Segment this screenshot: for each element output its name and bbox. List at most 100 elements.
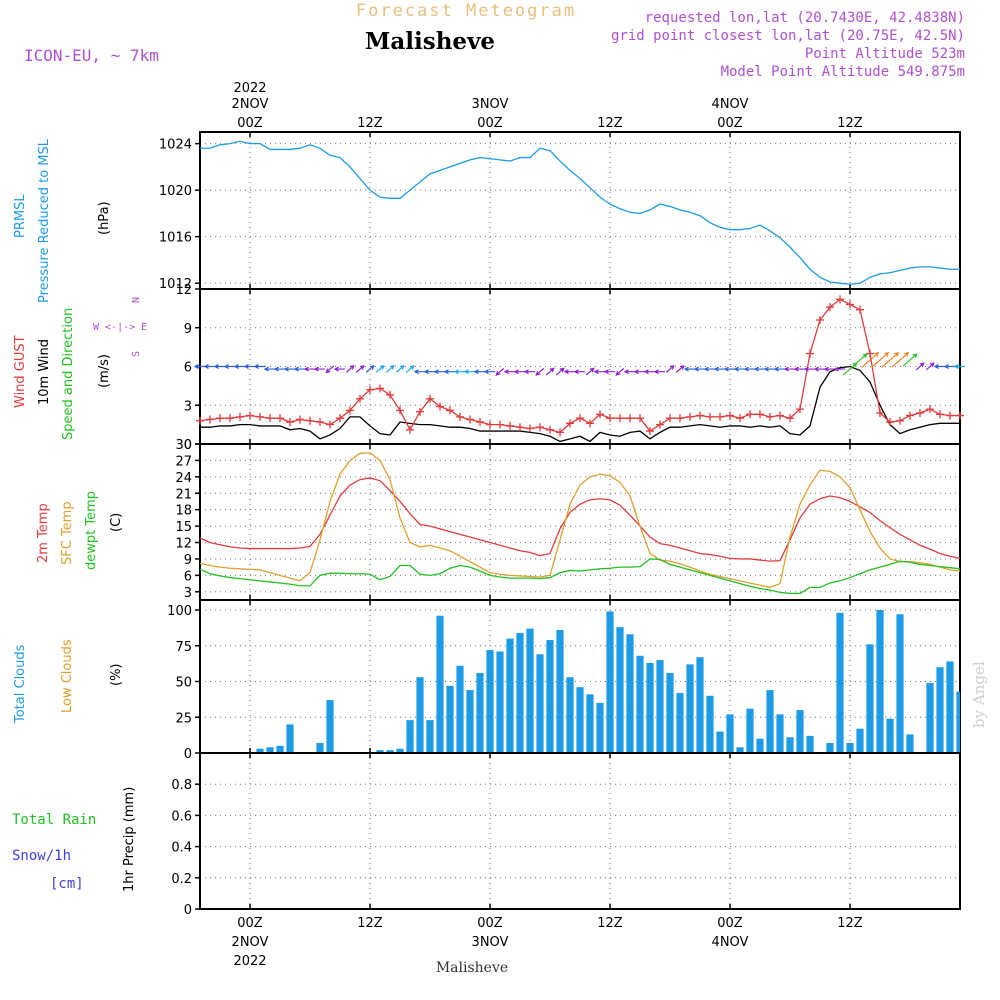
gust-marker	[216, 414, 224, 423]
cloud-bar	[616, 627, 624, 753]
product-title: Forecast Meteogram	[356, 1, 576, 21]
precip-panel: 0 0.2 0.4 0.6 0.8	[171, 752, 961, 918]
y-tick-label: 3	[184, 399, 192, 414]
point-altitude: Point Altitude 523m	[805, 46, 965, 62]
cloud-bar	[766, 690, 774, 753]
wind-arrow	[871, 351, 890, 368]
sfc-temp-line	[199, 452, 961, 589]
gust-marker	[426, 394, 434, 403]
cloud-bar	[856, 728, 864, 753]
y-tick-label: 9	[184, 322, 192, 337]
wind-arrow	[733, 366, 745, 372]
gust-marker	[936, 410, 944, 419]
gust-marker	[226, 414, 234, 423]
cloud-bar	[906, 734, 914, 753]
gust-marker	[656, 420, 664, 429]
cloud-bar	[426, 720, 434, 753]
bottom-time-label: 00Z	[477, 916, 503, 931]
y-tick-label: 9	[184, 553, 192, 568]
bottom-time-label: 12Z	[597, 916, 623, 931]
gust-marker	[926, 405, 934, 414]
gust-marker	[786, 414, 794, 423]
wind-arrow	[443, 369, 455, 375]
panels: 1012101610201024036912369121518212427300…	[159, 131, 965, 918]
grid-point-coords: grid point closest lon,lat (20.75E, 42.5…	[611, 28, 965, 44]
wind-arrow	[723, 366, 735, 372]
cloud-bar	[546, 640, 554, 753]
cloud-bar	[826, 742, 834, 753]
bottom-time-label: 3NOV	[472, 935, 509, 950]
cloud-bar	[376, 750, 384, 753]
total-clouds-label: Total Clouds	[13, 644, 28, 724]
cloud-bar	[456, 665, 464, 753]
y-tick-label: 100	[167, 604, 192, 619]
gust-marker	[666, 414, 674, 423]
gust-marker	[466, 415, 474, 424]
cloud-bar	[676, 692, 684, 753]
top-time-label: 00Z	[237, 116, 263, 131]
wind-arrow	[665, 364, 675, 373]
wind-arrow	[753, 366, 765, 372]
gust-marker	[516, 423, 524, 432]
wind-arrow	[585, 367, 595, 376]
y-tick-label: 75	[175, 640, 192, 655]
y-tick-label: 30	[175, 438, 192, 453]
wind-unit-label: (m/s)	[97, 354, 112, 388]
wind-arrow	[283, 366, 295, 372]
cloud-bar	[706, 695, 714, 753]
speed-dir-label: Speed and Direction	[61, 308, 76, 440]
wind-arrow	[405, 364, 415, 373]
prmsl-label: PRMSL	[13, 194, 28, 238]
wind-arrow	[395, 364, 405, 373]
compass-north: N	[131, 297, 142, 303]
wind-arrow	[773, 366, 785, 372]
cloud-bar	[896, 614, 904, 753]
wind-arrow	[233, 364, 245, 369]
compass-west-east: W <-|-> E	[93, 322, 147, 333]
wind-arrow	[293, 366, 305, 372]
wind-arrow	[633, 369, 645, 375]
gust-marker	[686, 412, 694, 421]
gust-marker	[836, 295, 844, 304]
cloud-bar	[666, 672, 674, 753]
temp-unit-label: (C)	[109, 513, 124, 532]
cloud-bar	[436, 615, 444, 753]
bottom-time-label: 12Z	[357, 916, 383, 931]
y-tick-label: 1016	[159, 231, 192, 246]
bottom-time-label: 00Z	[717, 916, 743, 931]
watermark: by Angel	[970, 661, 988, 728]
y-tick-label: 3	[184, 586, 192, 601]
wind-arrow	[675, 364, 685, 373]
y-tick-label: 1012	[159, 277, 192, 292]
wind-arrow	[573, 369, 585, 375]
cloud-bar	[846, 742, 854, 753]
gust-marker	[586, 419, 594, 428]
gust-marker	[206, 415, 214, 424]
wind-panel: 0 3 6 9 12	[175, 283, 965, 453]
cloud-bar	[526, 628, 534, 753]
gust-marker	[756, 410, 764, 419]
gust-marker	[496, 420, 504, 429]
cloud-bar	[606, 611, 614, 753]
top-time-label: 00Z	[477, 116, 503, 131]
cloud-bar	[536, 654, 544, 753]
wind-arrow	[193, 364, 205, 369]
gust-marker	[416, 407, 424, 416]
wind-arrow	[643, 369, 655, 375]
cloud-bar	[786, 737, 794, 753]
wind-arrow	[545, 367, 555, 376]
top-time-label: 00Z	[717, 116, 743, 131]
wind-arrow	[593, 369, 605, 375]
gust-marker	[336, 414, 344, 423]
gust-marker	[646, 427, 654, 436]
precip-frame	[199, 752, 961, 910]
cloud-bar	[946, 661, 954, 753]
cloud-bar	[266, 747, 274, 753]
wind-arrow	[503, 369, 515, 375]
gust-marker	[486, 420, 494, 429]
wind-arrow	[423, 369, 435, 375]
top-time-label: 12Z	[837, 116, 863, 131]
